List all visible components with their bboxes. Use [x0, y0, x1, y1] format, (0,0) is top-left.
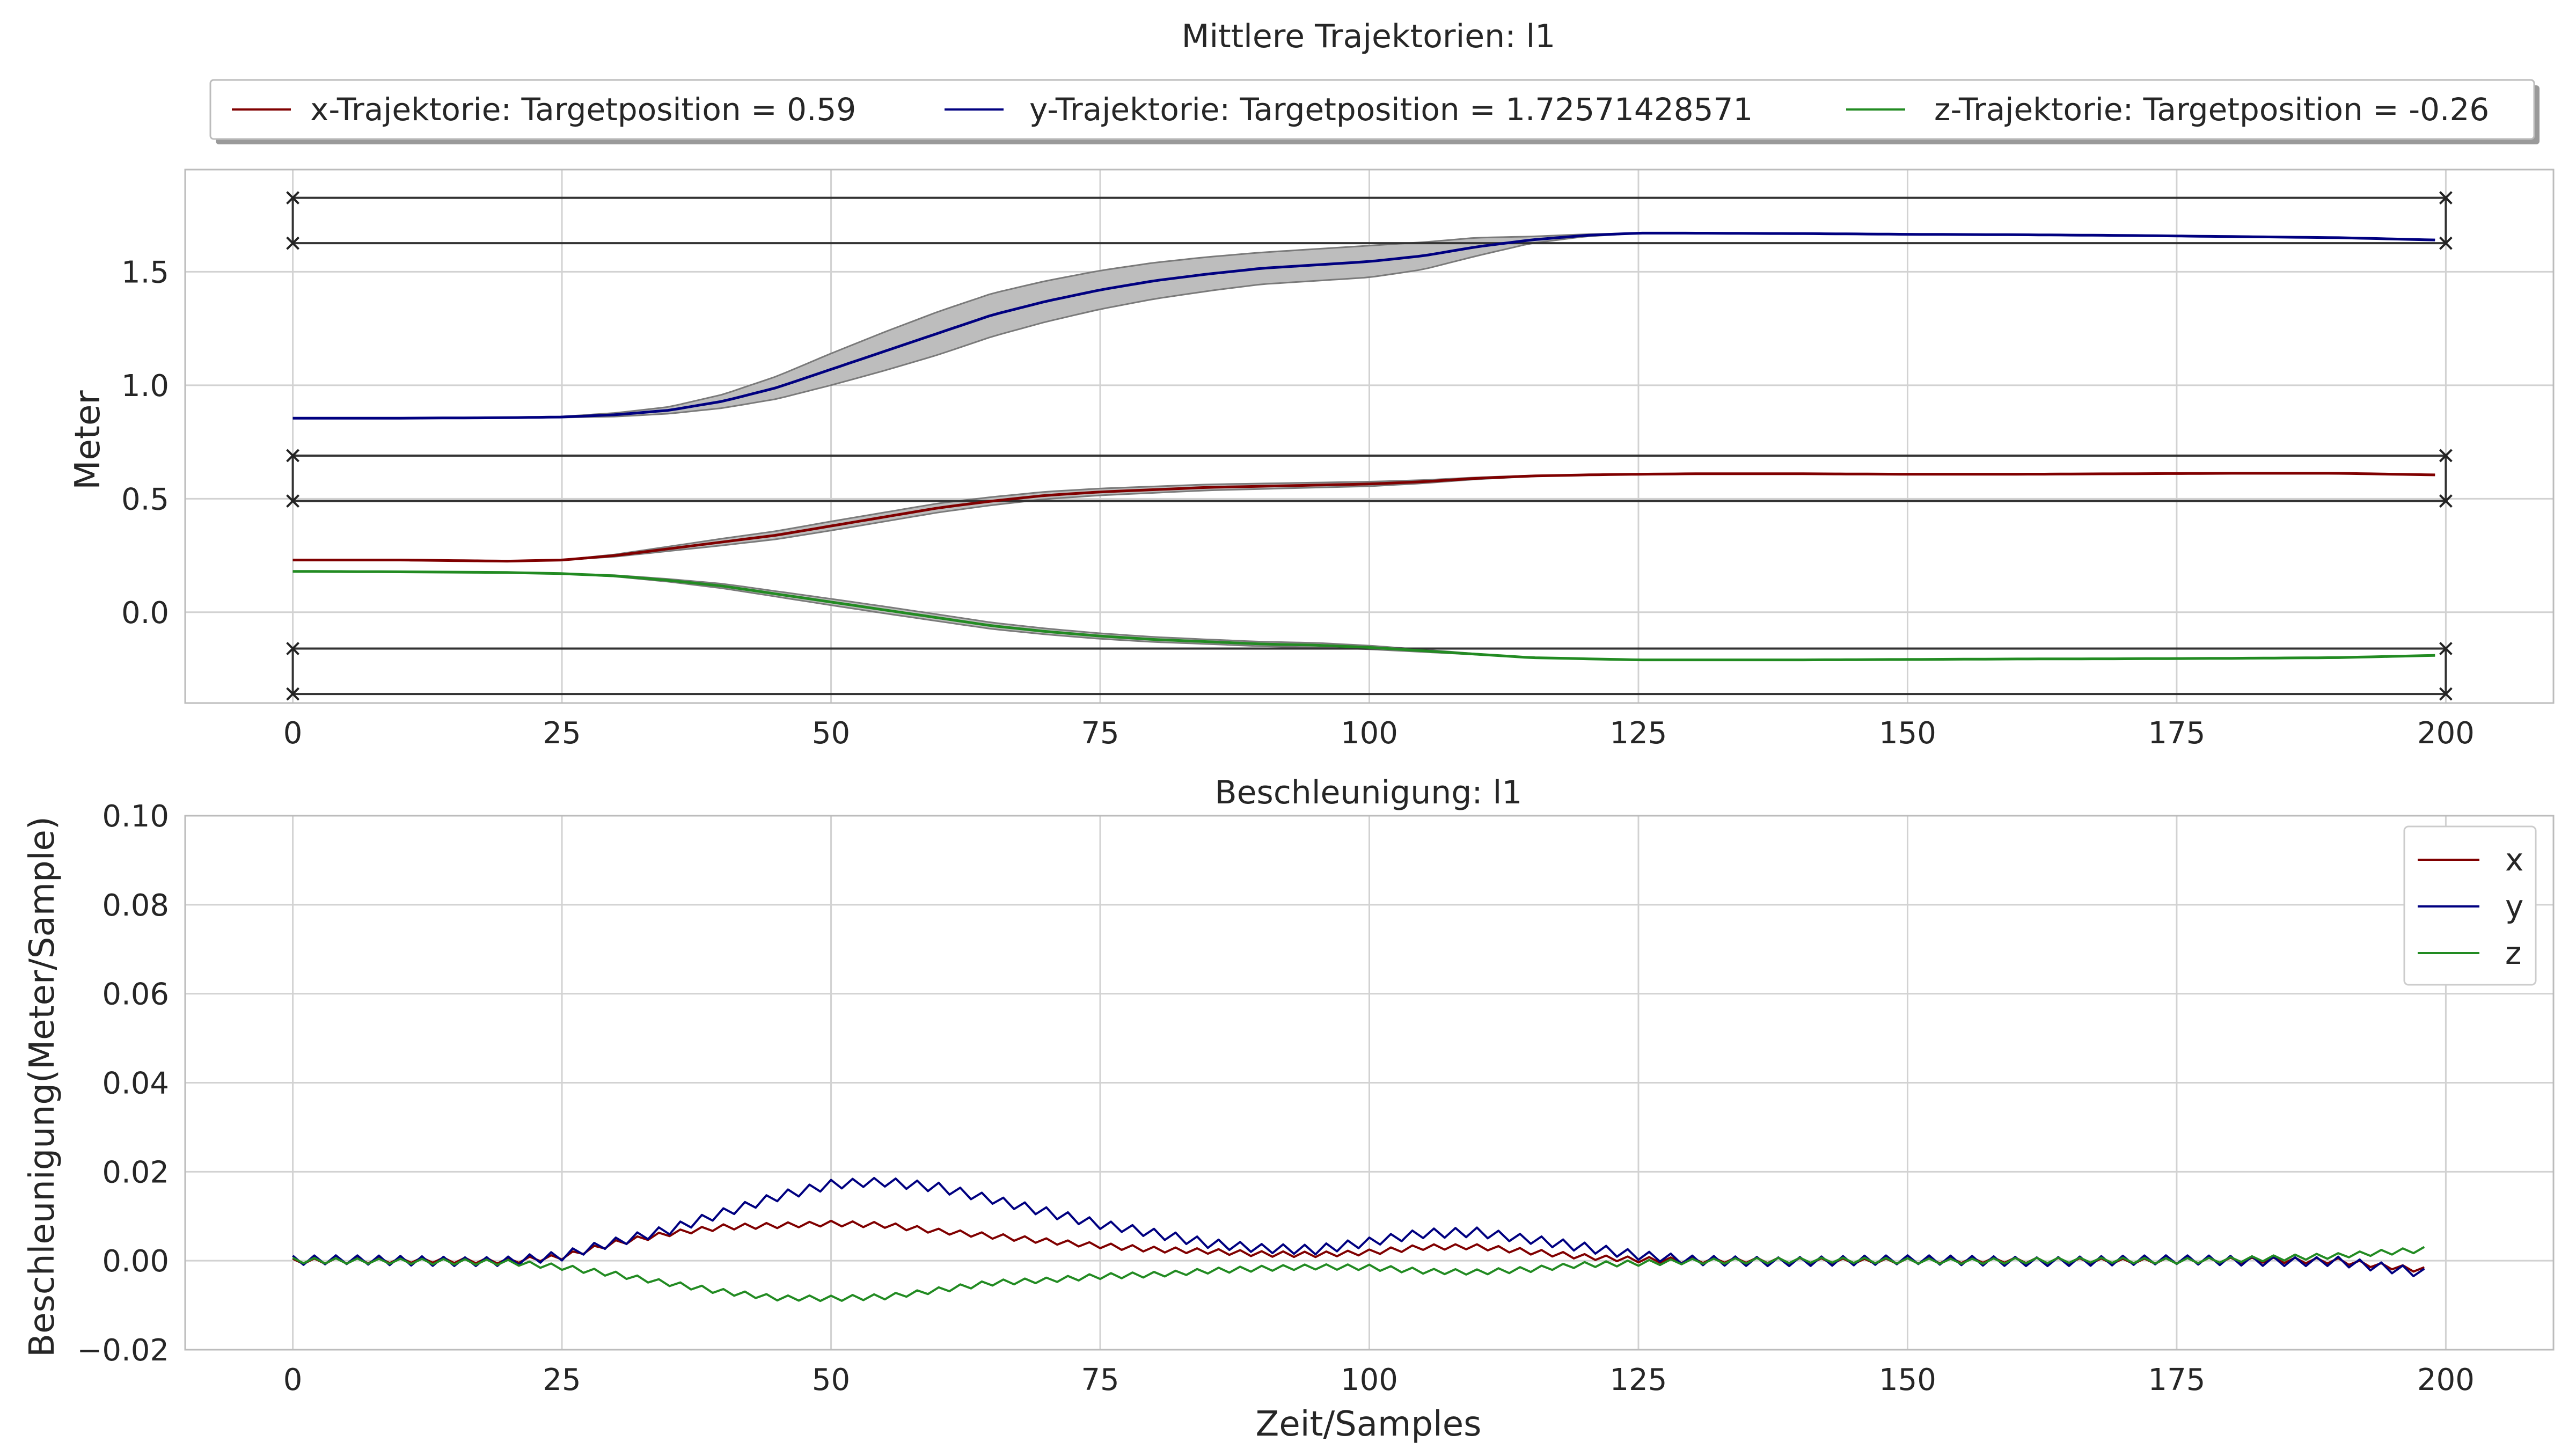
- target-band-marker: [2439, 449, 2453, 463]
- x-tick-label: 50: [812, 716, 850, 751]
- series-line-x-trajektorie: [292, 472, 2435, 563]
- trajectory-gridlines: [185, 170, 2553, 703]
- x-tick-label: 0: [283, 716, 303, 751]
- x-tick-label: 175: [2148, 1363, 2205, 1397]
- trajectory-chart: Mittlere Trajektorien: l1 x-Trajektorie:…: [68, 18, 2555, 751]
- acceleration-y-tick-labels: −0.02 0.00 0.02 0.04 0.06 0.08 0.10: [77, 799, 169, 1368]
- x-tick-label: 75: [1081, 716, 1119, 751]
- y-tick-label: 0.02: [102, 1155, 169, 1190]
- y-tick-label: 1.5: [121, 255, 169, 290]
- acceleration-chart: Beschleunigung: l1 0 25 50 75 100 125 150 175 20…: [23, 774, 2555, 1444]
- target-band-marker: [2439, 687, 2453, 701]
- legend-label-z: z: [2505, 935, 2521, 971]
- x-tick-label: 25: [543, 716, 581, 751]
- y-tick-label: 0.06: [102, 977, 169, 1012]
- x-tick-label: 200: [2417, 1363, 2475, 1397]
- legend-label-z-trajectory: z-Trajektorie: Targetposition = -0.26: [1934, 91, 2489, 128]
- target-band-marker: [2439, 494, 2453, 508]
- y-tick-label: −0.02: [77, 1333, 169, 1368]
- y-tick-label: 0.00: [102, 1244, 169, 1279]
- legend-label-x: x: [2505, 841, 2523, 878]
- x-tick-label: 0: [283, 1363, 303, 1397]
- target-band-marker: [2439, 642, 2453, 655]
- x-tick-label: 150: [1879, 1363, 1936, 1397]
- x-tick-label: 50: [812, 1363, 850, 1397]
- x-tick-label: 125: [1610, 1363, 1667, 1397]
- legend-label-x-trajectory: x-Trajektorie: Targetposition = 0.59: [310, 91, 856, 128]
- acceleration-chart-title: Beschleunigung: l1: [1214, 774, 1522, 811]
- target-band-marker: [286, 494, 300, 508]
- legend-label-y: y: [2505, 888, 2523, 925]
- legend-box: [209, 79, 2535, 140]
- y-tick-label: 0.08: [102, 888, 169, 923]
- y-tick-label: 0.5: [121, 482, 169, 517]
- acceleration-legend: x y z: [2403, 825, 2537, 986]
- x-tick-label: 100: [1341, 1363, 1398, 1397]
- trajectory-target-bands: [286, 191, 2453, 701]
- acceleration-x-axis-label: Zeit/Samples: [1256, 1404, 1482, 1444]
- series-line-z-trajektorie: [292, 570, 2435, 662]
- trajectory-x-tick-labels: 0 25 50 75 100 125 150 175 200: [283, 716, 2475, 751]
- x-tick-label: 75: [1081, 1363, 1119, 1397]
- acceleration-series-lines: [292, 1177, 2425, 1302]
- x-tick-label: 25: [543, 1363, 581, 1397]
- acceleration-plot-frame: [184, 815, 2555, 1351]
- target-band-marker: [286, 236, 300, 250]
- x-tick-label: 150: [1879, 716, 1936, 751]
- y-tick-label: 1.0: [121, 369, 169, 404]
- x-tick-label: 100: [1341, 716, 1398, 751]
- trajectory-plot-frame: [184, 169, 2555, 704]
- y-tick-label: 0.04: [102, 1066, 169, 1101]
- acceleration-line-z: [292, 1246, 2425, 1302]
- trajectory-y-axis-label: Meter: [68, 390, 108, 490]
- trajectory-chart-title: Mittlere Trajektorien: l1: [1182, 18, 1556, 55]
- series-line-y-trajektorie: [292, 231, 2435, 420]
- y-tick-label: 0.10: [102, 799, 169, 834]
- target-band-marker: [2439, 191, 2453, 204]
- target-band-marker: [286, 449, 300, 463]
- trajectory-legend: x-Trajektorie: Targetposition = 0.59 y-T…: [209, 79, 2540, 144]
- target-band-marker: [286, 191, 300, 204]
- x-tick-label: 125: [1610, 716, 1667, 751]
- acceleration-x-tick-labels: 0 25 50 75 100 125 150 175 200: [283, 1363, 2475, 1397]
- trajectory-series-lines: [292, 231, 2435, 662]
- target-band-marker: [2439, 236, 2453, 250]
- legend-label-y-trajectory: y-Trajektorie: Targetposition = 1.725714…: [1029, 91, 1753, 128]
- x-tick-label: 200: [2417, 716, 2475, 751]
- target-band-marker: [286, 642, 300, 655]
- trajectory-y-tick-labels: 0.0 0.5 1.0 1.5: [121, 255, 169, 630]
- target-band-marker: [286, 687, 300, 701]
- acceleration-y-axis-label: Beschleunigung(Meter/Sample): [23, 816, 62, 1357]
- x-tick-label: 175: [2148, 716, 2205, 751]
- y-tick-label: 0.0: [121, 596, 169, 631]
- acceleration-line-y: [292, 1177, 2425, 1277]
